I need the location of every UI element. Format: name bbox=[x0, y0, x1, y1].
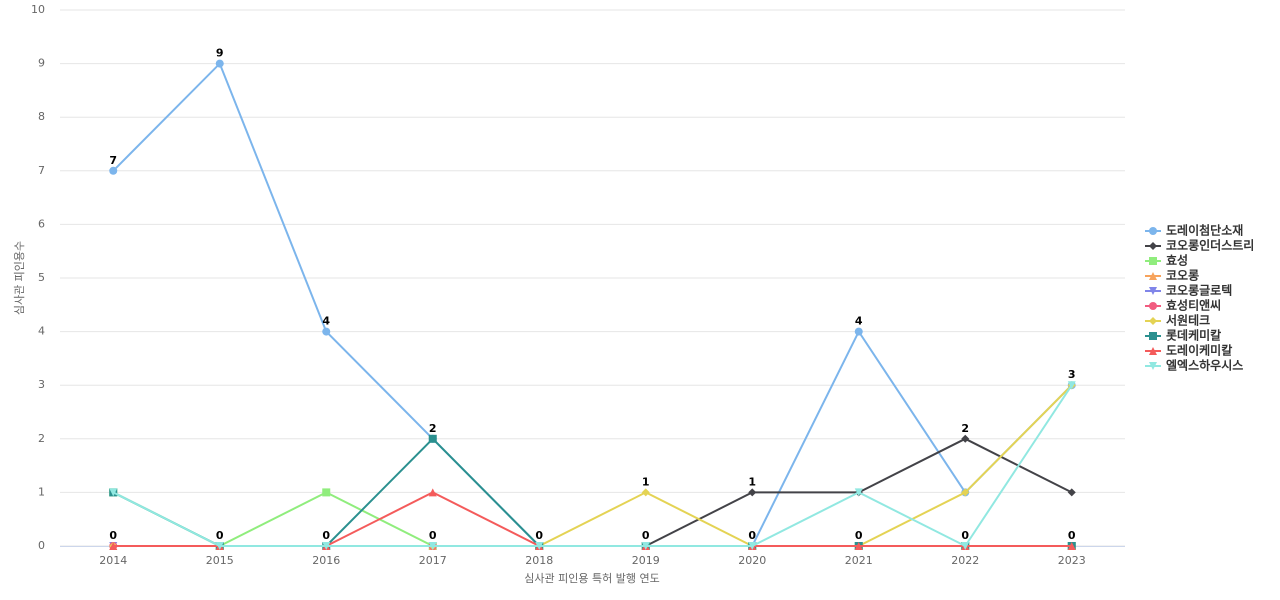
point bbox=[961, 488, 970, 497]
data-label: 0 bbox=[642, 529, 650, 542]
point bbox=[1067, 381, 1076, 390]
point bbox=[535, 542, 544, 550]
legend-text[interactable]: 코오롱인더스트리 bbox=[1166, 238, 1254, 253]
x-tick-label: 2023 bbox=[1058, 554, 1086, 567]
point bbox=[961, 434, 970, 443]
point bbox=[428, 542, 437, 550]
legend-marker bbox=[1149, 227, 1157, 235]
data-label: 0 bbox=[535, 529, 543, 542]
x-tick-label: 2015 bbox=[206, 554, 234, 567]
point bbox=[215, 59, 224, 68]
x-tick-label: 2014 bbox=[99, 554, 127, 567]
legend-text[interactable]: 도레이첨단소재 bbox=[1166, 223, 1243, 238]
series-line bbox=[113, 384, 1073, 547]
point bbox=[322, 327, 331, 336]
y-tick-label: 2 bbox=[38, 432, 45, 445]
point bbox=[109, 542, 118, 550]
point bbox=[961, 542, 970, 550]
point bbox=[215, 542, 224, 550]
point bbox=[428, 488, 437, 497]
legend-text[interactable]: 코오롱글로텍 bbox=[1166, 283, 1232, 298]
x-axis-title: 심사관 피인용 특허 발행 연도 bbox=[524, 572, 659, 585]
y-tick-label: 3 bbox=[38, 378, 45, 391]
data-label: 0 bbox=[216, 529, 224, 542]
legend-text[interactable]: 도레이케미칼 bbox=[1166, 343, 1232, 358]
data-label: 9 bbox=[216, 47, 224, 60]
legend-text[interactable]: 효성 bbox=[1166, 254, 1188, 268]
data-label: 4 bbox=[855, 315, 863, 328]
series bbox=[109, 381, 1076, 550]
y-axis-title: 심사관 피인용수 bbox=[13, 241, 26, 315]
y-tick-label: 10 bbox=[31, 3, 45, 16]
legend-marker bbox=[1149, 347, 1157, 355]
data-label: 0 bbox=[109, 529, 117, 542]
series bbox=[109, 381, 1076, 550]
data-label: 3 bbox=[1068, 368, 1076, 381]
point bbox=[641, 542, 650, 550]
x-tick-label: 2021 bbox=[845, 554, 873, 567]
legend-marker bbox=[1149, 257, 1157, 265]
data-label: 2 bbox=[429, 422, 437, 435]
legend-text[interactable]: 코오롱 bbox=[1166, 268, 1199, 283]
x-tick-label: 2020 bbox=[738, 554, 766, 567]
legend-text[interactable]: 엘엑스하우시스 bbox=[1166, 358, 1243, 373]
point bbox=[854, 488, 863, 497]
point bbox=[109, 166, 118, 175]
data-label: 0 bbox=[855, 529, 863, 542]
legend-text[interactable]: 서원테크 bbox=[1166, 313, 1210, 328]
legend-text[interactable]: 효성티앤씨 bbox=[1166, 298, 1221, 313]
legend-marker bbox=[1149, 302, 1157, 310]
x-tick-label: 2017 bbox=[419, 554, 447, 567]
series-line bbox=[112, 384, 1073, 548]
point bbox=[641, 488, 650, 497]
data-label: 0 bbox=[429, 529, 437, 542]
point bbox=[748, 542, 757, 550]
point bbox=[1067, 542, 1076, 550]
data-label: 0 bbox=[961, 529, 969, 542]
x-tick-label: 2019 bbox=[632, 554, 660, 567]
point bbox=[322, 542, 331, 550]
legend-marker bbox=[1149, 287, 1157, 295]
point bbox=[748, 488, 757, 497]
x-tick-label: 2016 bbox=[312, 554, 340, 567]
data-label: 0 bbox=[1068, 529, 1076, 542]
y-tick-label: 4 bbox=[38, 325, 45, 338]
series bbox=[109, 59, 1076, 550]
y-tick-label: 7 bbox=[38, 164, 45, 177]
x-tick-label: 2022 bbox=[951, 554, 979, 567]
y-tick-label: 1 bbox=[38, 485, 45, 498]
y-tick-label: 6 bbox=[38, 217, 45, 230]
point bbox=[109, 488, 118, 497]
data-label: 0 bbox=[748, 529, 756, 542]
legend-text[interactable]: 롯데케미칼 bbox=[1166, 328, 1221, 343]
data-label: 1 bbox=[642, 475, 650, 488]
legend-marker bbox=[1149, 242, 1157, 250]
y-tick-label: 8 bbox=[38, 110, 45, 123]
point bbox=[854, 542, 863, 550]
point bbox=[428, 434, 437, 443]
data-label: 7 bbox=[109, 154, 117, 167]
y-tick-label: 0 bbox=[38, 539, 45, 552]
data-label: 2 bbox=[961, 422, 969, 435]
y-tick-label: 9 bbox=[38, 57, 45, 70]
point bbox=[854, 327, 863, 336]
point bbox=[322, 488, 331, 497]
series-line bbox=[112, 61, 1073, 547]
data-label: 4 bbox=[322, 315, 330, 328]
x-tick-label: 2018 bbox=[525, 554, 553, 567]
legend-marker bbox=[1149, 317, 1157, 325]
data-label: 0 bbox=[322, 529, 330, 542]
point bbox=[1067, 488, 1076, 497]
legend-marker bbox=[1149, 362, 1157, 370]
y-tick-label: 5 bbox=[38, 271, 45, 284]
legend-marker bbox=[1149, 272, 1157, 280]
legend-marker bbox=[1149, 332, 1157, 340]
data-label: 1 bbox=[748, 475, 756, 488]
